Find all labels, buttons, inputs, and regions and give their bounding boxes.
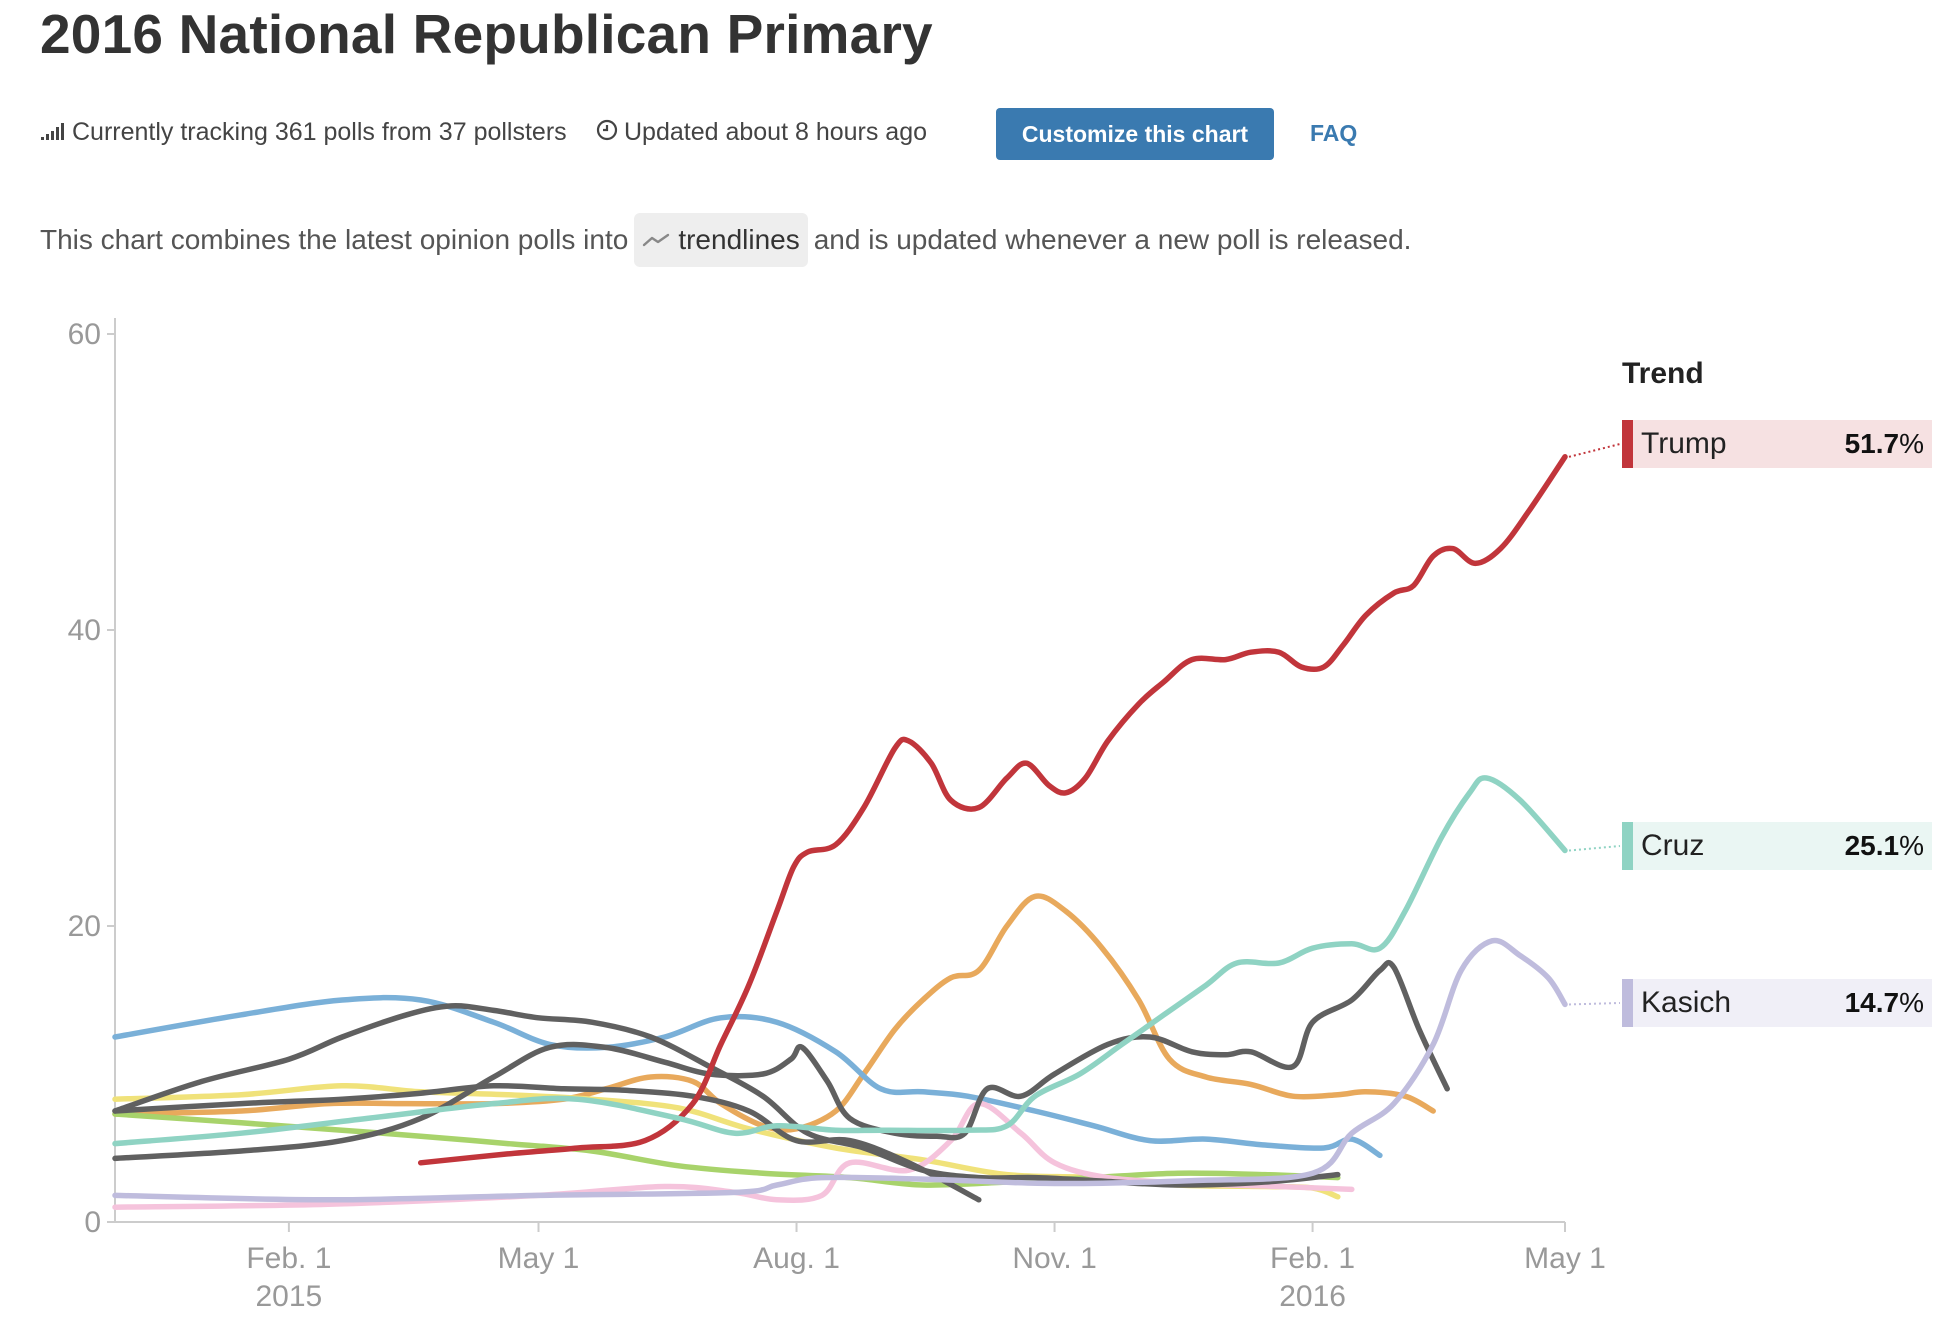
legend-row-kasich: Kasich 14.7% [1622,979,1932,1027]
legend-value-number: 14.7 [1844,987,1900,1018]
x-tick-year-label: 2015 [256,1280,323,1313]
legend-row-cruz: Cruz 25.1% [1622,822,1932,870]
chart-axes: 0 20 40 60 Feb. 1 2015 May 1 Aug. 1 Nov. 1 Feb. 1… [68,318,1606,1313]
legend-connector-trump [1568,443,1621,458]
chart-lines [112,454,1568,1210]
legend-value: 51.7% [1845,428,1924,460]
legend-name: Trump [1641,427,1727,460]
series-line-trump [417,454,1568,1166]
series-line [112,893,1436,1133]
x-tick-label: Aug. 1 [753,1242,840,1275]
tracking-info: Currently tracking 361 polls from 37 pol… [40,118,567,148]
legend-value-number: 25.1 [1844,830,1900,861]
trendlines-pill[interactable]: trendlines [634,213,808,267]
legend-connector-cruz [1568,845,1621,852]
customize-chart-button[interactable]: Customize this chart [996,108,1274,160]
legend-swatch [1622,420,1633,468]
series-line [112,994,1383,1159]
x-tick-label: Feb. 1 [1270,1242,1355,1275]
legend-value-unit: % [1899,428,1924,459]
description-after: and is updated whenever a new poll is re… [813,224,1412,255]
legend-swatch [1622,979,1633,1027]
legend-value-number: 51.7 [1844,428,1900,459]
page-title: 2016 National Republican Primary [40,3,933,65]
signal-bars-icon [40,119,66,148]
legend-swatch [1622,822,1633,870]
legend-connector-kasich [1568,1002,1621,1006]
trendline-icon [643,233,670,247]
series-line-kasich [112,937,1568,1203]
x-tick-year-label: 2016 [1279,1280,1346,1313]
tracking-text: Currently tracking 361 polls from 37 pol… [72,118,567,146]
legend-connectors [1568,443,1621,1006]
x-tick-label: May 1 [498,1242,580,1275]
legend-value: 25.1% [1845,830,1924,862]
y-tick-label: 0 [84,1206,101,1239]
series-line-cruz [112,775,1568,1147]
y-tick-label: 60 [68,318,101,351]
description-before: This chart combines the latest opinion p… [40,224,629,255]
series-line [112,959,1450,1162]
faq-link[interactable]: FAQ [1310,120,1358,146]
x-tick-label: Nov. 1 [1012,1242,1096,1275]
series-line [112,1111,1341,1188]
legend-value: 14.7% [1845,987,1924,1019]
series-line [112,1082,982,1203]
legend-name: Kasich [1641,986,1732,1019]
y-tick-label: 40 [68,614,101,647]
trendlines-label: trendlines [678,224,800,255]
chart-description: This chart combines the latest opinion p… [40,212,1411,268]
updated-text: Updated about 8 hours ago [624,118,928,146]
updated-info: Updated about 8 hours ago [596,118,927,148]
legend-heading: Trend [1622,357,1704,390]
legend-row-trump: Trump 51.7% [1622,420,1932,468]
x-tick-label: Feb. 1 [246,1242,331,1275]
line-chart: 0 20 40 60 Feb. 1 2015 May 1 Aug. 1 Nov. 1 Feb. 1… [68,318,1621,1313]
legend-value-unit: % [1899,987,1924,1018]
x-tick-label: May 1 [1524,1242,1606,1275]
legend-name: Cruz [1641,829,1705,862]
legend-value-unit: % [1899,830,1924,861]
y-tick-label: 20 [68,910,101,943]
clock-icon [596,119,618,148]
chart-meta-row: Currently tracking 361 polls from 37 pol… [40,108,1900,160]
